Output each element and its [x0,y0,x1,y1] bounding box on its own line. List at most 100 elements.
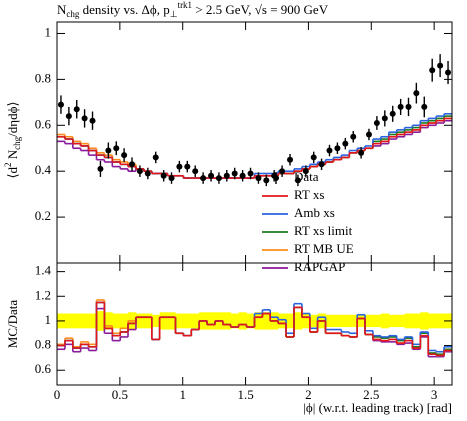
error-band [80,313,89,329]
error-band [167,312,176,330]
x-tick-label: 2.5 [363,387,379,402]
error-band [404,313,413,329]
ratio-y-label: MC/Data [5,300,20,349]
data-point [160,172,167,179]
text-part: > 2.5 GeV, √s = 900 GeV [192,2,329,17]
data-point [192,168,199,175]
x-tick-label: 0.5 [112,387,128,402]
y-tick-label: 0.4 [35,162,52,177]
y-tick-label: 1 [45,312,52,327]
legend-label: RT xs limit [294,223,353,238]
legend-marker [273,175,279,181]
error-band [428,313,437,329]
text-part: 2 [3,162,13,167]
main-y-label: ⟨d2 Nchg/dηdϕ⟩ [3,101,22,178]
data-point [215,175,222,182]
data-point [239,172,246,179]
data-point [389,110,396,117]
error-band [175,313,184,329]
data-point [144,170,151,177]
error-band [143,313,153,329]
x-label: |ϕ| (w.r.t. leading track) [rad] [303,400,452,415]
error-band [72,313,81,329]
text-part: trk1 [178,0,193,10]
y-tick-label: 0.6 [35,116,52,131]
error-band [191,313,200,329]
error-band [230,313,239,329]
error-band [96,311,105,331]
error-band [341,314,350,328]
plot-frame [56,262,453,386]
legend-label: Data [294,169,319,184]
error-band [436,313,445,329]
data-point [326,147,333,154]
data-point [287,156,294,163]
data-point [200,175,207,182]
error-band [238,312,247,330]
text-part: ⟨d [5,166,20,178]
data-point [184,163,191,170]
error-band [349,314,358,328]
y-tick-label: 1 [45,24,52,39]
error-band [151,314,161,328]
legend-label: RAPGAP [294,259,345,274]
error-band [135,313,145,329]
data-point [89,117,96,124]
data-point [113,145,120,152]
error-band [293,312,303,330]
error-band [388,314,397,328]
data-point [97,165,104,172]
error-band [309,314,318,328]
error-band [380,313,390,329]
data-point [128,161,135,168]
legend-label: Amb xs [294,205,335,220]
data-point [445,69,452,76]
error-band [120,313,129,329]
error-band [333,314,342,328]
data-point [294,177,301,184]
text-part: chg [12,136,22,149]
data-point [429,67,436,74]
data-point [318,161,325,168]
error-band [357,314,366,328]
data-point [57,101,64,108]
data-point [358,149,365,156]
text-part: N [57,2,67,17]
data-point [136,168,143,175]
x-tick-label: 3 [431,387,438,402]
y-tick-label: 0.6 [35,361,52,376]
data-point [413,90,420,97]
error-band [246,313,255,329]
y-tick-label: 0.8 [35,337,51,352]
x-tick-label: 0 [54,387,61,402]
data-point [302,168,309,175]
data-point [208,172,215,179]
text-part: ⊥ [170,9,178,19]
data-point [168,175,175,182]
chart-title: Nchg density vs. Δϕ, p⊥trk1 > 2.5 GeV, √… [57,0,329,19]
error-band [104,312,113,330]
x-tick-label: 2 [305,387,312,402]
text-part: chg [66,9,79,19]
data-point [263,177,270,184]
error-band [278,313,287,329]
data-point [247,170,254,177]
error-band [365,314,374,328]
error-band [396,314,405,328]
data-point [350,133,357,140]
data-point [421,103,428,110]
data-point [231,170,238,177]
y-tick-label: 1.4 [35,263,52,278]
data-point [381,115,388,122]
error-band [112,313,121,329]
error-band [372,314,382,328]
x-tick-label: 1 [179,387,186,402]
data-point [65,113,72,120]
data-point [365,131,372,138]
error-band [64,313,74,329]
y-tick-label: 1.2 [35,287,51,302]
error-band [207,312,216,330]
error-band [412,313,421,329]
error-band [286,313,295,329]
